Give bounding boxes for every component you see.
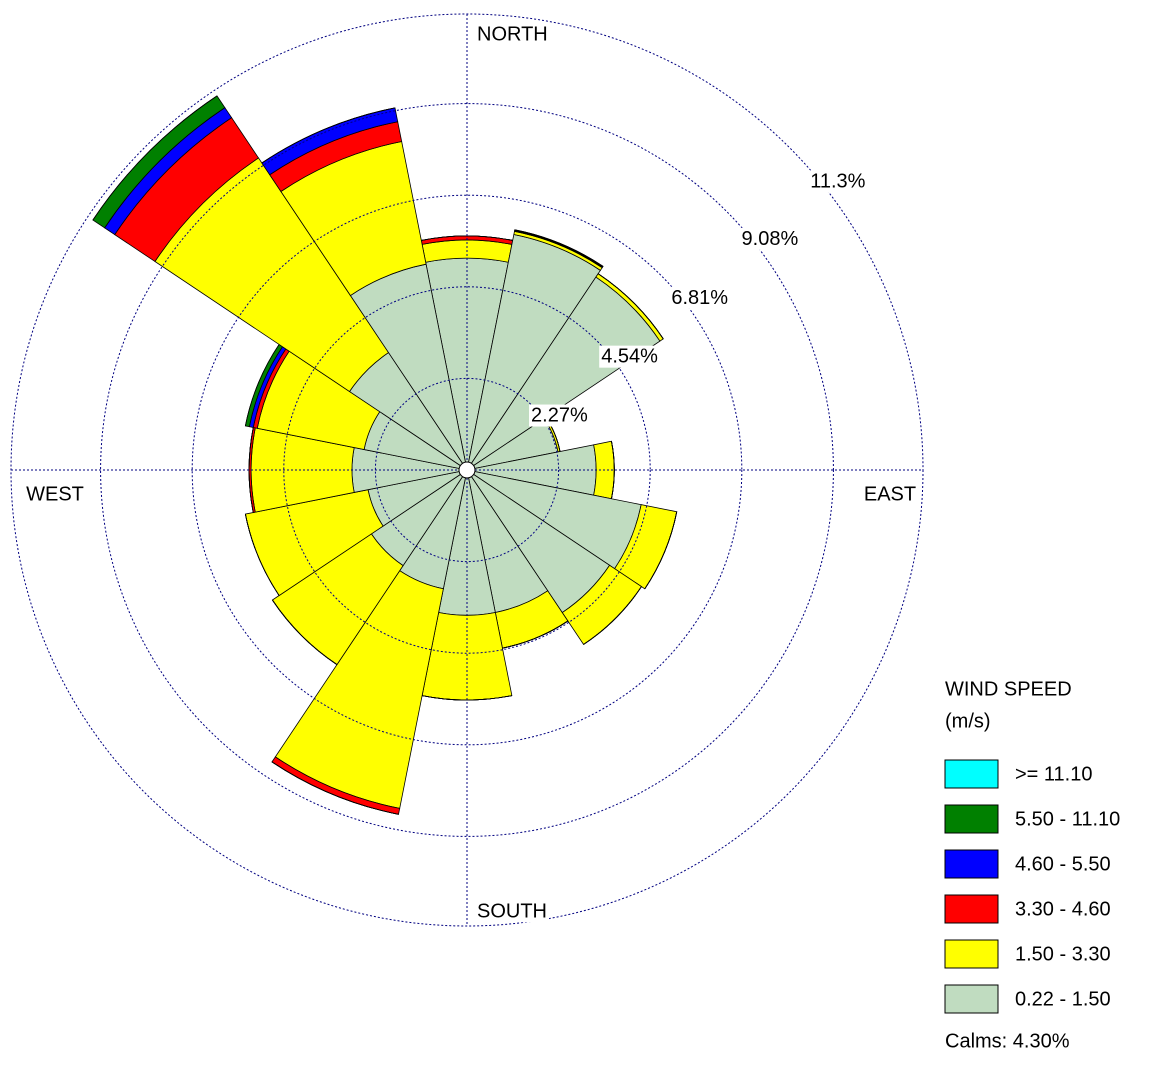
grid-ring: [10, 13, 924, 927]
legend-swatch: [944, 984, 999, 1014]
wedge: [244, 514, 280, 596]
calms-label: Calms: 4.30%: [945, 1030, 1070, 1052]
legend-swatch: [944, 894, 999, 924]
legend-title: WIND SPEED: [945, 678, 1072, 700]
compass-label-bg: [24, 483, 86, 506]
compass-label: WEST: [26, 483, 84, 505]
grid-ring: [374, 377, 560, 563]
labels: 2.27% 4.54% 6.81% 9.08% 11.3% NORTH EAST SOUTH W…: [24, 23, 919, 923]
wedge: [261, 107, 396, 164]
legend-swatch: [944, 939, 999, 969]
grid-ring: [283, 286, 651, 654]
legend-swatch: [944, 759, 999, 789]
legend-label: >= 11.10: [1015, 763, 1092, 785]
legend-title: (m/s): [945, 710, 991, 732]
legend-label: 4.60 - 5.50: [1015, 853, 1111, 875]
legend-swatch: [944, 804, 999, 834]
ring-label: 4.54%: [601, 346, 658, 368]
grid-ring: [191, 194, 743, 746]
compass-label-bg: [475, 23, 550, 46]
wedge: [272, 599, 338, 665]
ring-label: 6.81%: [671, 287, 728, 309]
ring-label: 2.27%: [531, 405, 588, 427]
compass-label-bg: [475, 900, 549, 923]
legend-label: 5.50 - 11.10: [1015, 808, 1120, 830]
ring-label-bg: [669, 286, 731, 309]
compass-label: EAST: [864, 483, 916, 505]
ring-label: 9.08%: [742, 228, 799, 250]
ring-label-bg: [739, 227, 801, 250]
ring-label-bg: [529, 404, 590, 427]
legend-label: 0.22 - 1.50: [1015, 988, 1111, 1010]
compass-label: NORTH: [477, 23, 548, 45]
legend-label: 3.30 - 4.60: [1015, 898, 1111, 920]
legend-label: 1.50 - 3.30: [1015, 943, 1111, 965]
compass-label: SOUTH: [477, 900, 547, 922]
ring-label-bg: [808, 170, 868, 193]
ring-label-bg: [599, 345, 661, 368]
compass-label-bg: [861, 483, 919, 506]
ring-label: 11.3%: [810, 170, 865, 192]
calm-circle: [458, 461, 476, 479]
legend-swatch: [944, 849, 999, 879]
wedges: [92, 95, 678, 815]
wedge: [271, 761, 399, 815]
grid-ring: [100, 103, 834, 837]
